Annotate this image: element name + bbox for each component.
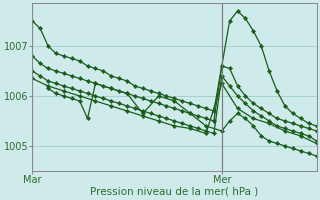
X-axis label: Pression niveau de la mer( hPa ): Pression niveau de la mer( hPa ) [90,187,259,197]
